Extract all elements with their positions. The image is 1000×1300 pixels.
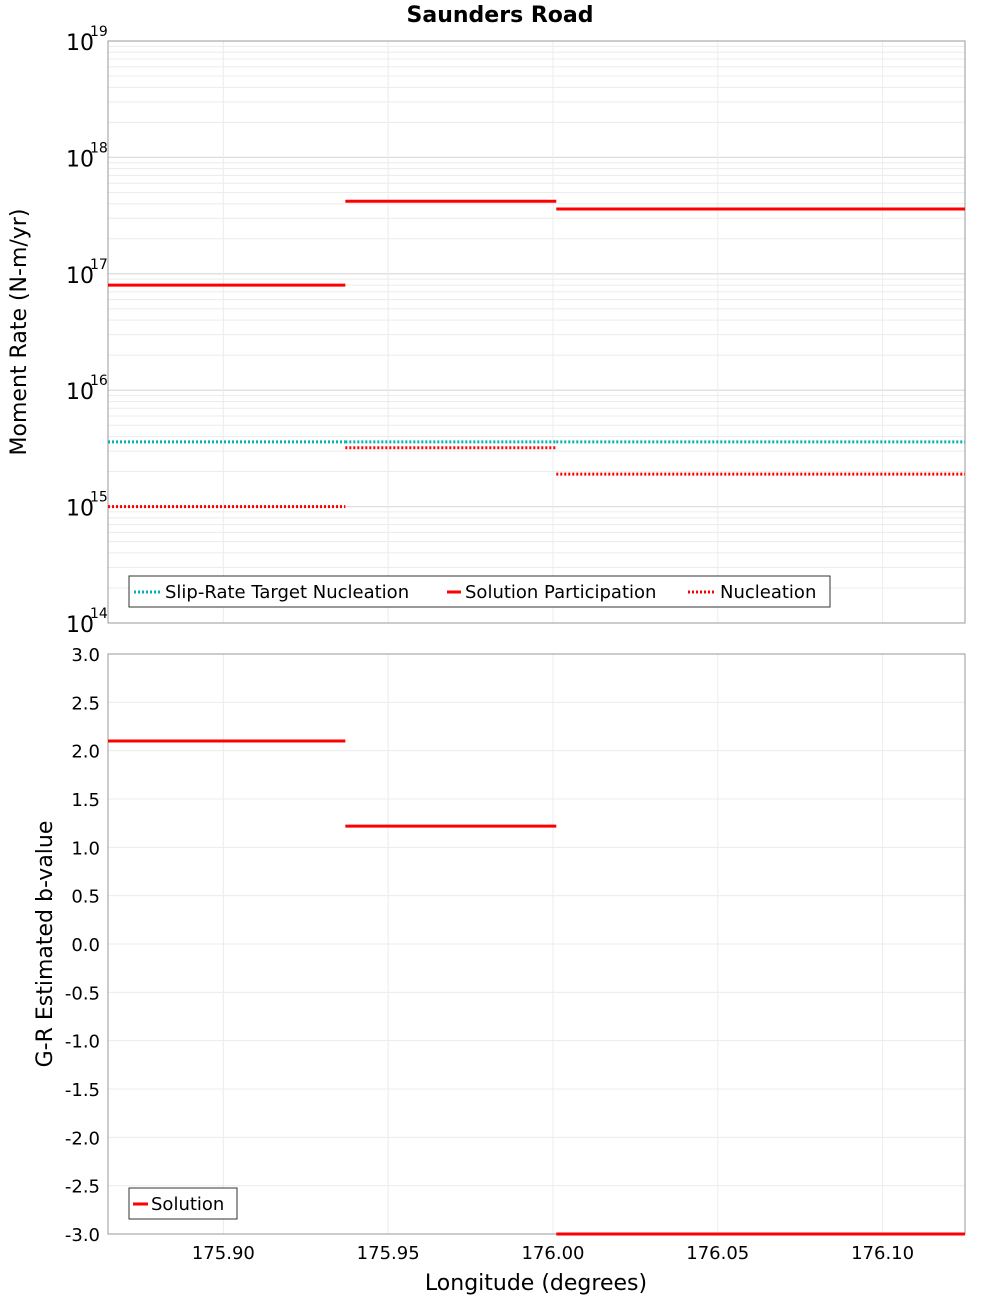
- bottom-gridlines: [108, 653, 965, 1235]
- y-tick-label: -0.5: [65, 983, 100, 1004]
- y-tick-exponent: 15: [90, 490, 108, 506]
- y-tick-label: 2.5: [71, 693, 100, 714]
- bottom-legend: Solution: [128, 1187, 238, 1220]
- y-tick-exponent: 14: [90, 606, 108, 622]
- y-tick-label: -2.0: [65, 1128, 100, 1149]
- legend-label-target: Slip-Rate Target Nucleation: [165, 582, 409, 603]
- chart-title: Saunders Road: [407, 3, 594, 28]
- top-plot-area: [107, 40, 966, 624]
- legend-label-nucleation: Nucleation: [720, 582, 816, 603]
- y-tick-label: 10: [66, 613, 94, 638]
- top-series: [108, 199, 965, 509]
- y-tick-label: -3.0: [65, 1225, 100, 1246]
- top-legend: Slip-Rate Target Nucleation Solution Par…: [128, 575, 831, 608]
- y-tick-exponent: 18: [90, 140, 108, 156]
- bottom-y-tick-labels: 3.0 2.5 2.0 1.5 1.0 0.5 0.0 -0.5 -1.0 -1.5 -2.0 -2.…: [65, 645, 100, 1246]
- y-tick-exponent: 16: [90, 373, 108, 389]
- y-tick-label: 0.0: [71, 935, 100, 956]
- bottom-plot-area: [107, 653, 966, 1235]
- y-tick-label: -1.5: [65, 1080, 100, 1101]
- y-tick-label: 10: [66, 264, 94, 289]
- bottom-y-axis-label: G-R Estimated b-value: [33, 821, 58, 1068]
- x-tick-label: 175.90: [192, 1243, 255, 1264]
- y-tick-label: 10: [66, 380, 94, 405]
- y-tick-label: 1.5: [71, 790, 100, 811]
- bottom-series: [108, 739, 965, 1236]
- top-gridlines: [108, 40, 965, 624]
- y-tick-label: -2.5: [65, 1177, 100, 1198]
- y-tick-label: 2.0: [71, 742, 100, 763]
- x-tick-label: 175.95: [357, 1243, 420, 1264]
- legend-label-participation: Solution Participation: [465, 582, 656, 603]
- y-tick-exponent: 17: [90, 257, 108, 273]
- y-tick-label: 1.0: [71, 838, 100, 859]
- x-tick-label: 176.05: [686, 1243, 749, 1264]
- y-tick-label: -1.0: [65, 1032, 100, 1053]
- x-tick-labels: 175.90 175.95 176.00 176.05 176.10: [192, 1243, 914, 1264]
- y-tick-label: 10: [66, 147, 94, 172]
- y-tick-label: 10: [66, 497, 94, 522]
- top-y-axis-label: Moment Rate (N-m/yr): [7, 209, 32, 456]
- y-tick-label: 10: [66, 31, 94, 56]
- legend-label-solution: Solution: [151, 1194, 224, 1215]
- x-tick-label: 176.00: [521, 1243, 584, 1264]
- x-axis-label: Longitude (degrees): [425, 1271, 647, 1296]
- x-tick-label: 176.10: [851, 1243, 914, 1264]
- y-tick-label: 0.5: [71, 887, 100, 908]
- y-tick-label: 3.0: [71, 645, 100, 666]
- y-tick-exponent: 19: [90, 24, 108, 40]
